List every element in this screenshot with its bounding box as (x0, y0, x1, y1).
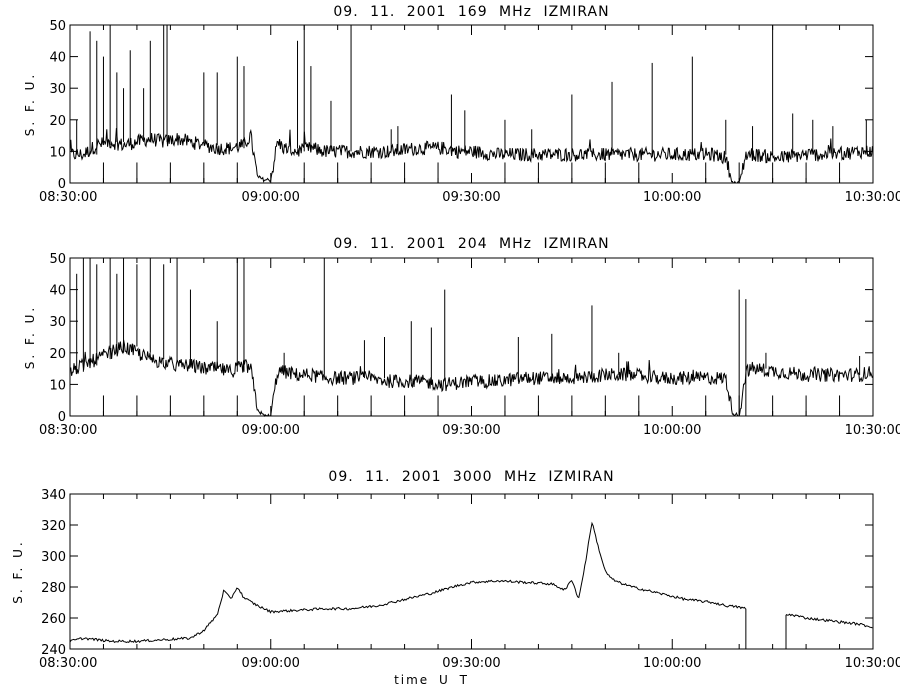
y-tick-label: 320 (41, 519, 66, 534)
x-tick-label: 10:00:00 (643, 656, 701, 671)
y-tick-label: 10 (49, 378, 66, 393)
x-tick-label: 08:30:00 (39, 656, 97, 671)
x-tick-label: 10:00:00 (643, 423, 701, 438)
x-tick-label: 10:00:00 (643, 190, 701, 205)
chart-panel-204mhz: 09. 11. 2001 204 MHz IZMIRAN S. F. U. 0 1… (23, 236, 900, 438)
y-tick-label: 0 (58, 177, 66, 192)
plot-area: 0 10 20 30 40 50 08:30:00 09:00:00 09:30:00 10:00… (39, 252, 900, 438)
chart-title: 09. 11. 2001 3000 MHz IZMIRAN (328, 469, 614, 485)
plot-frame (69, 257, 874, 417)
y-tick-label: 30 (49, 82, 66, 97)
series-line (785, 613, 873, 629)
y-tick-label: 30 (49, 315, 66, 330)
y-tick-label: 0 (58, 410, 66, 425)
y-tick-label: 20 (49, 347, 66, 362)
y-tick-label: 340 (41, 488, 66, 503)
x-tick-label: 09:30:00 (442, 423, 500, 438)
y-tick-label: 40 (49, 51, 66, 66)
chart-title: 09. 11. 2001 169 MHz IZMIRAN (333, 4, 609, 20)
y-tick-label: 240 (41, 643, 66, 658)
y-tick-label: 50 (49, 19, 66, 34)
y-tick-label: 20 (49, 114, 66, 129)
y-tick-label: 40 (49, 284, 66, 299)
plot-frame (69, 493, 874, 650)
y-tick-label: 280 (41, 581, 66, 596)
y-axis-label: S. F. U. (23, 72, 37, 136)
x-tick-label: 08:30:00 (39, 190, 97, 205)
x-tick-label: 08:30:00 (39, 423, 97, 438)
chart-panel-3000mhz: 09. 11. 2001 3000 MHz IZMIRAN S. F. U. 2… (11, 469, 900, 687)
y-tick-label: 50 (49, 252, 66, 267)
x-tick-label: 09:00:00 (242, 656, 300, 671)
x-tick-label: 10:30:00 (845, 190, 900, 205)
chart-title: 09. 11. 2001 204 MHz IZMIRAN (333, 236, 609, 252)
y-axis-label: S. F. U. (23, 305, 37, 369)
y-axis-label: S. F. U. (11, 539, 25, 603)
series-line (69, 521, 746, 644)
plot-area: 240 260 280 300 320 340 08:30:00 09:00:00 09:30:… (39, 488, 900, 671)
y-tick-label: 10 (49, 145, 66, 160)
x-tick-label: 09:30:00 (442, 190, 500, 205)
x-tick-label: 10:30:00 (845, 656, 900, 671)
x-tick-label: 09:30:00 (442, 656, 500, 671)
x-tick-label: 09:00:00 (242, 423, 300, 438)
y-tick-label: 260 (41, 612, 66, 627)
x-tick-label: 09:00:00 (242, 190, 300, 205)
plot-frame (69, 24, 874, 184)
plot-area: 0 10 20 30 40 50 08:30:00 09:00:00 09:30:00 10:00… (39, 19, 900, 205)
y-tick-label: 300 (41, 550, 66, 565)
series-line (69, 128, 873, 184)
x-axis-label: time U T (394, 673, 469, 687)
chart-panel-169mhz: 09. 11. 2001 169 MHz IZMIRAN S. F. U. 0 1… (23, 4, 900, 205)
x-tick-label: 10:30:00 (845, 423, 900, 438)
